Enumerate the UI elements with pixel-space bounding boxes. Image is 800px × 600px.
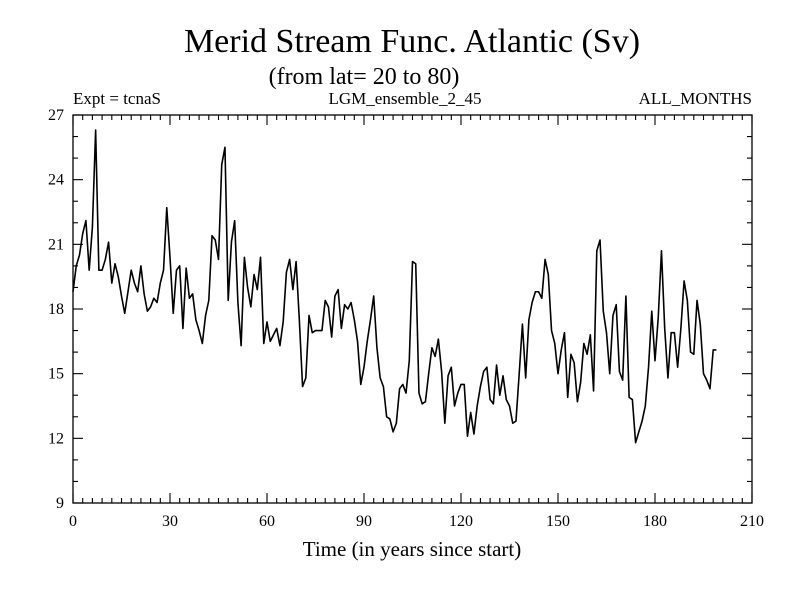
x-tick-label: 60 [259, 513, 275, 530]
x-tick-label: 30 [162, 513, 178, 530]
y-tick-label: 12 [48, 430, 64, 447]
y-tick-label: 18 [48, 301, 64, 318]
axis-ticks [72, 114, 753, 504]
chart-subtitle: (from lat= 20 to 80) [269, 64, 460, 90]
x-tick-label: 0 [69, 513, 77, 530]
months-label: ALL_MONTHS [639, 89, 752, 108]
x-tick-label: 120 [449, 513, 473, 530]
x-tick-label: 210 [740, 513, 764, 530]
y-tick-label: 21 [48, 236, 64, 253]
y-tick-label: 24 [48, 172, 64, 189]
plot-frame [72, 114, 753, 504]
chart-title: Merid Stream Func. Atlantic (Sv) [184, 23, 640, 60]
data-series-line [72, 129, 717, 444]
x-axis-label: Time (in years since start) [303, 537, 522, 561]
x-tick-label: 180 [643, 513, 667, 530]
y-tick-label: 9 [56, 495, 64, 512]
axis-tick-labels: 0 30 60 90 120 150 180 210 9 12 15 18 21 24 27 [48, 107, 764, 530]
ensemble-label: LGM_ensemble_2_45 [329, 89, 482, 108]
x-tick-label: 150 [546, 513, 570, 530]
experiment-label: Expt = tcnaS [73, 89, 161, 108]
y-tick-label: 15 [48, 366, 64, 383]
y-tick-label: 27 [48, 107, 64, 124]
x-tick-label: 90 [356, 513, 372, 530]
